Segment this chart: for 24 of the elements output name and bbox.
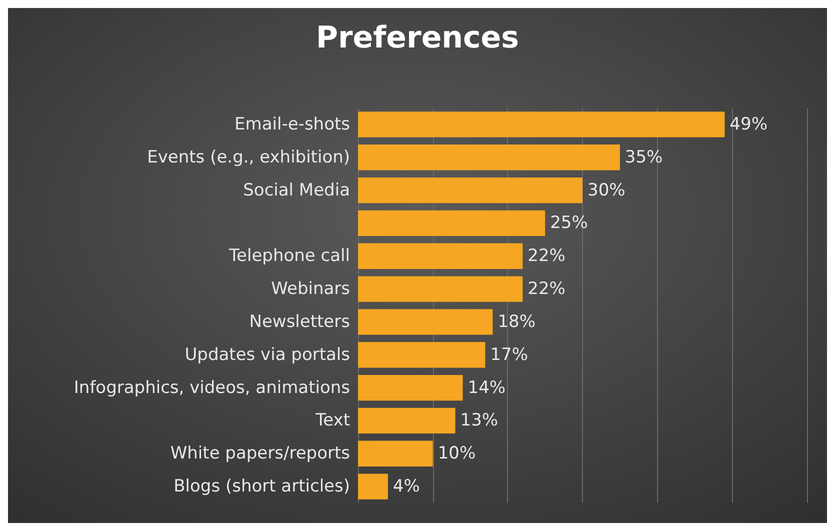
data-label: 18% [498,312,536,332]
data-label: 4% [392,476,420,497]
data-label: 49% [730,114,768,134]
y-tick-label: White papers/reports [170,444,350,464]
data-label: 10% [438,444,476,464]
data-label: 22% [528,279,566,300]
data-label: 13% [460,410,498,431]
y-tick-label: Updates via portals [184,344,350,365]
data-label: 25% [550,213,588,234]
data-label: 22% [528,246,566,266]
y-tick-label: Social Media [243,180,350,200]
y-tick-label: Infographics, videos, animations [74,378,350,398]
y-tick-label: Events (e.g., exhibition) [147,147,350,168]
y-tick-label: Email-e-shots [234,114,350,134]
y-tick-label: Telephone call [228,246,350,266]
data-label: 17% [490,344,528,365]
y-tick-label: Text [314,410,350,431]
y-tick-label: Webinars [271,279,350,300]
y-tick-label: Blogs (short articles) [174,476,350,497]
chart-title: Preferences [316,20,520,56]
data-label: 35% [624,147,663,168]
data-label: 14% [468,378,506,398]
y-tick-label: Newsletters [249,312,350,332]
data-label: 30% [588,180,626,200]
